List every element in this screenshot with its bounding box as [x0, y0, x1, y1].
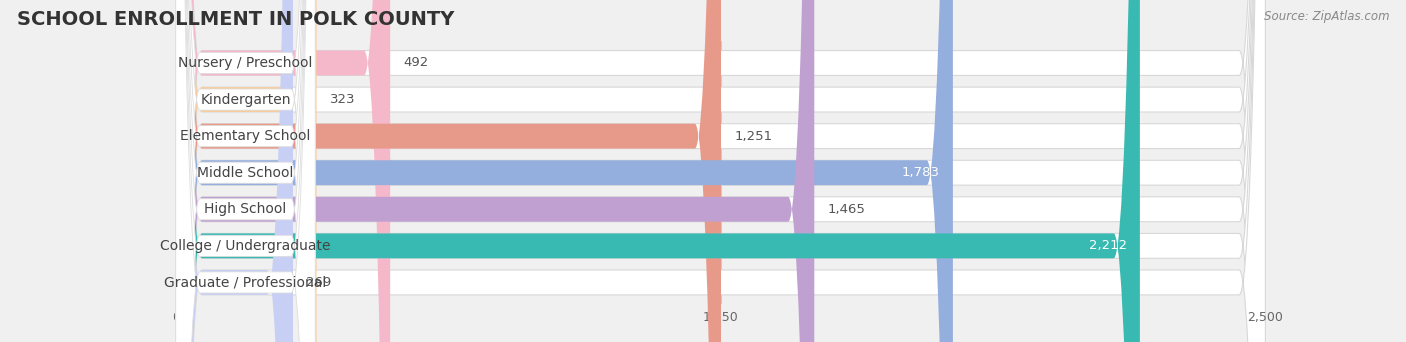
Text: Graduate / Professional: Graduate / Professional — [165, 275, 326, 289]
FancyBboxPatch shape — [176, 0, 1140, 342]
FancyBboxPatch shape — [176, 0, 315, 342]
Text: 269: 269 — [307, 276, 332, 289]
Text: Middle School: Middle School — [197, 166, 294, 180]
FancyBboxPatch shape — [176, 0, 1265, 342]
Text: College / Undergraduate: College / Undergraduate — [160, 239, 330, 253]
Text: Kindergarten: Kindergarten — [200, 93, 291, 107]
Text: SCHOOL ENROLLMENT IN POLK COUNTY: SCHOOL ENROLLMENT IN POLK COUNTY — [17, 10, 454, 29]
FancyBboxPatch shape — [176, 0, 1265, 342]
Text: 1,465: 1,465 — [827, 203, 865, 216]
FancyBboxPatch shape — [176, 0, 1265, 342]
FancyBboxPatch shape — [176, 0, 721, 342]
Text: 1,783: 1,783 — [901, 166, 939, 179]
FancyBboxPatch shape — [176, 0, 316, 342]
FancyBboxPatch shape — [176, 0, 315, 342]
Text: 1,251: 1,251 — [734, 130, 772, 143]
Text: Nursery / Preschool: Nursery / Preschool — [179, 56, 312, 70]
FancyBboxPatch shape — [176, 0, 1265, 342]
Text: 492: 492 — [404, 56, 429, 69]
FancyBboxPatch shape — [176, 0, 814, 342]
FancyBboxPatch shape — [176, 0, 315, 342]
FancyBboxPatch shape — [176, 0, 292, 342]
Text: High School: High School — [204, 202, 287, 216]
FancyBboxPatch shape — [176, 0, 953, 342]
Text: 2,212: 2,212 — [1088, 239, 1126, 252]
FancyBboxPatch shape — [176, 0, 315, 342]
FancyBboxPatch shape — [176, 0, 1265, 342]
FancyBboxPatch shape — [176, 0, 315, 342]
FancyBboxPatch shape — [176, 0, 1265, 342]
Text: Source: ZipAtlas.com: Source: ZipAtlas.com — [1264, 10, 1389, 23]
FancyBboxPatch shape — [176, 0, 1265, 342]
FancyBboxPatch shape — [176, 0, 391, 342]
FancyBboxPatch shape — [176, 0, 315, 342]
Text: Elementary School: Elementary School — [180, 129, 311, 143]
Text: 323: 323 — [329, 93, 356, 106]
FancyBboxPatch shape — [176, 0, 315, 342]
